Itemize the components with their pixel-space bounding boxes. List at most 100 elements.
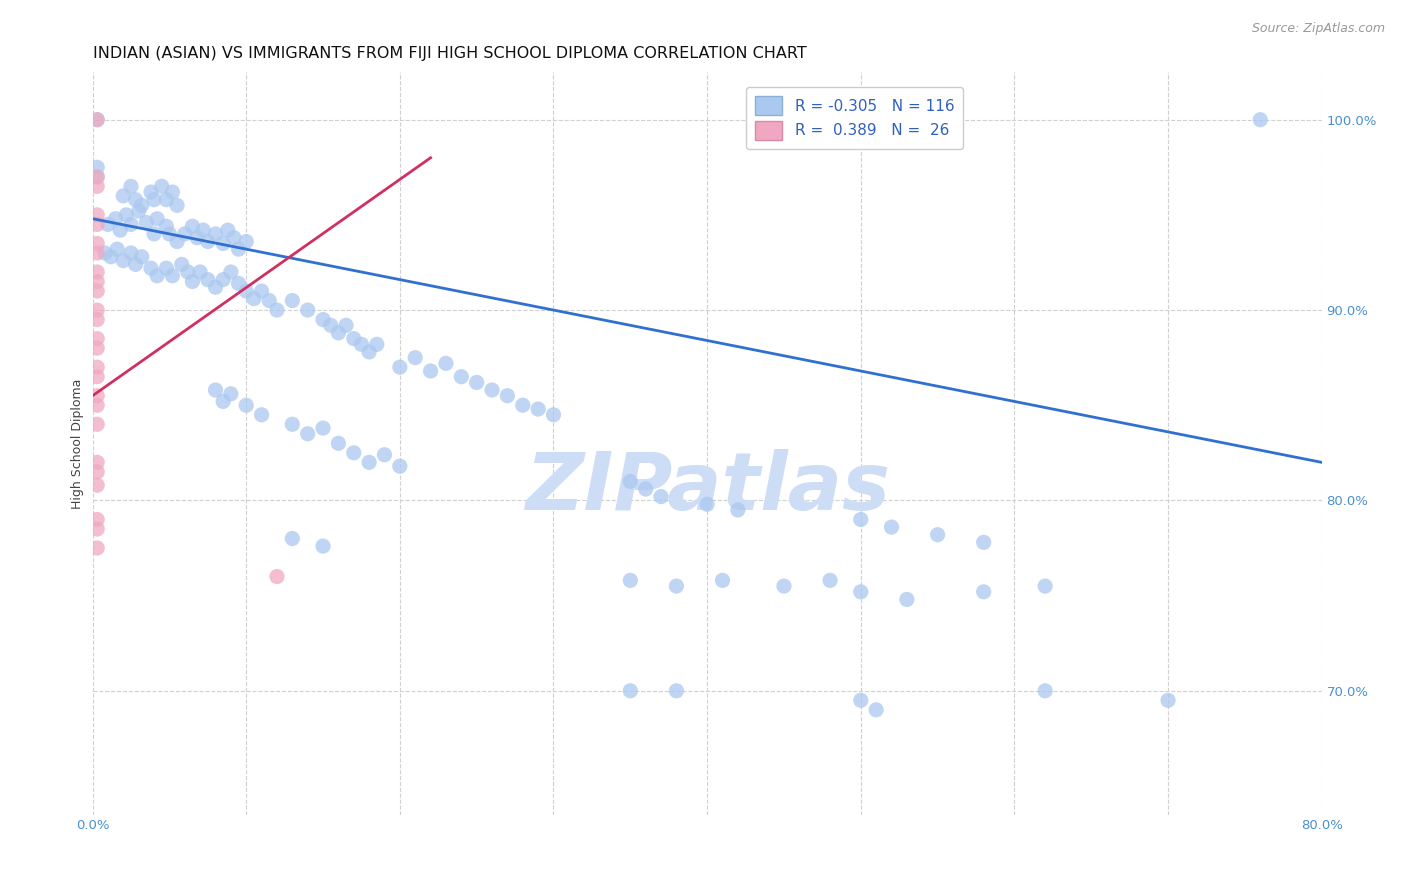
Point bbox=[131, 250, 153, 264]
Point bbox=[143, 193, 166, 207]
Point bbox=[281, 532, 304, 546]
Point bbox=[86, 360, 108, 375]
Point bbox=[212, 236, 235, 251]
Point bbox=[973, 584, 995, 599]
Point bbox=[166, 235, 188, 249]
Point bbox=[266, 569, 288, 583]
Point bbox=[388, 360, 411, 375]
Point bbox=[86, 179, 108, 194]
Point bbox=[359, 345, 381, 359]
Point bbox=[450, 369, 472, 384]
Point bbox=[204, 383, 226, 397]
Point bbox=[1033, 579, 1056, 593]
Point bbox=[328, 436, 350, 450]
Point bbox=[219, 265, 242, 279]
Point bbox=[665, 579, 688, 593]
Point bbox=[139, 185, 162, 199]
Point bbox=[124, 193, 146, 207]
Point bbox=[849, 693, 872, 707]
Point bbox=[419, 364, 441, 378]
Point bbox=[973, 535, 995, 549]
Point bbox=[135, 215, 157, 229]
Point bbox=[86, 303, 108, 318]
Point bbox=[297, 426, 319, 441]
Point bbox=[818, 574, 841, 588]
Point bbox=[86, 161, 108, 175]
Point bbox=[86, 398, 108, 412]
Point bbox=[204, 227, 226, 241]
Point bbox=[404, 351, 426, 365]
Point bbox=[481, 383, 503, 397]
Point bbox=[94, 246, 117, 260]
Point bbox=[86, 389, 108, 403]
Point bbox=[155, 219, 177, 234]
Point bbox=[634, 482, 657, 496]
Point bbox=[97, 218, 120, 232]
Point bbox=[112, 189, 135, 203]
Point bbox=[849, 512, 872, 526]
Point bbox=[162, 268, 184, 283]
Point bbox=[696, 497, 718, 511]
Point bbox=[880, 520, 903, 534]
Point bbox=[217, 223, 239, 237]
Point bbox=[86, 284, 108, 298]
Point bbox=[350, 337, 373, 351]
Point bbox=[181, 219, 204, 234]
Point bbox=[312, 539, 335, 553]
Point bbox=[235, 235, 257, 249]
Point bbox=[188, 265, 211, 279]
Point bbox=[212, 394, 235, 409]
Point bbox=[343, 446, 366, 460]
Point bbox=[319, 318, 342, 333]
Point bbox=[927, 527, 949, 541]
Point bbox=[86, 332, 108, 346]
Point bbox=[312, 421, 335, 435]
Point bbox=[86, 341, 108, 355]
Point bbox=[104, 211, 127, 226]
Point bbox=[139, 261, 162, 276]
Point bbox=[86, 265, 108, 279]
Point bbox=[170, 257, 193, 271]
Text: Source: ZipAtlas.com: Source: ZipAtlas.com bbox=[1251, 22, 1385, 36]
Point bbox=[243, 292, 266, 306]
Point bbox=[197, 272, 219, 286]
Point bbox=[727, 503, 749, 517]
Point bbox=[86, 465, 108, 479]
Point bbox=[100, 250, 122, 264]
Point bbox=[619, 475, 641, 489]
Text: INDIAN (ASIAN) VS IMMIGRANTS FROM FIJI HIGH SCHOOL DIPLOMA CORRELATION CHART: INDIAN (ASIAN) VS IMMIGRANTS FROM FIJI H… bbox=[93, 46, 806, 62]
Point bbox=[259, 293, 281, 308]
Point bbox=[86, 169, 108, 184]
Point bbox=[120, 179, 142, 194]
Point bbox=[181, 275, 204, 289]
Point bbox=[366, 337, 388, 351]
Point bbox=[1249, 112, 1271, 127]
Point bbox=[155, 193, 177, 207]
Point bbox=[619, 683, 641, 698]
Point bbox=[773, 579, 796, 593]
Point bbox=[266, 303, 288, 318]
Y-axis label: High School Diploma: High School Diploma bbox=[72, 378, 84, 508]
Point bbox=[86, 541, 108, 555]
Point bbox=[110, 223, 132, 237]
Point bbox=[219, 387, 242, 401]
Point bbox=[86, 112, 108, 127]
Point bbox=[359, 455, 381, 469]
Point bbox=[343, 332, 366, 346]
Point bbox=[328, 326, 350, 340]
Point bbox=[197, 235, 219, 249]
Point bbox=[105, 242, 128, 256]
Point bbox=[1157, 693, 1180, 707]
Point bbox=[312, 312, 335, 326]
Point bbox=[115, 208, 138, 222]
Point bbox=[155, 261, 177, 276]
Point bbox=[86, 478, 108, 492]
Point bbox=[619, 574, 641, 588]
Point bbox=[222, 231, 245, 245]
Point bbox=[86, 246, 108, 260]
Point bbox=[86, 455, 108, 469]
Point bbox=[711, 574, 734, 588]
Point bbox=[235, 284, 257, 298]
Point bbox=[465, 376, 488, 390]
Point bbox=[865, 703, 887, 717]
